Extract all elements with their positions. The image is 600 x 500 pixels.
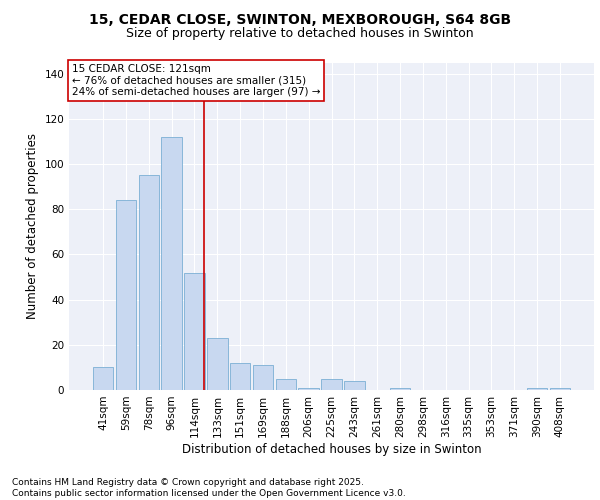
Text: Size of property relative to detached houses in Swinton: Size of property relative to detached ho… xyxy=(126,28,474,40)
Text: 15 CEDAR CLOSE: 121sqm
← 76% of detached houses are smaller (315)
24% of semi-de: 15 CEDAR CLOSE: 121sqm ← 76% of detached… xyxy=(71,64,320,98)
Bar xyxy=(93,368,113,390)
Bar xyxy=(139,176,159,390)
Text: Contains HM Land Registry data © Crown copyright and database right 2025.
Contai: Contains HM Land Registry data © Crown c… xyxy=(12,478,406,498)
X-axis label: Distribution of detached houses by size in Swinton: Distribution of detached houses by size … xyxy=(182,442,481,456)
Bar xyxy=(321,378,342,390)
Bar xyxy=(390,388,410,390)
Y-axis label: Number of detached properties: Number of detached properties xyxy=(26,133,39,320)
Bar xyxy=(275,378,296,390)
Bar xyxy=(344,381,365,390)
Text: 15, CEDAR CLOSE, SWINTON, MEXBOROUGH, S64 8GB: 15, CEDAR CLOSE, SWINTON, MEXBOROUGH, S6… xyxy=(89,12,511,26)
Bar xyxy=(550,388,570,390)
Bar xyxy=(207,338,227,390)
Bar xyxy=(116,200,136,390)
Bar xyxy=(230,363,250,390)
Bar xyxy=(253,365,273,390)
Bar xyxy=(161,137,182,390)
Bar xyxy=(184,272,205,390)
Bar xyxy=(527,388,547,390)
Bar xyxy=(298,388,319,390)
